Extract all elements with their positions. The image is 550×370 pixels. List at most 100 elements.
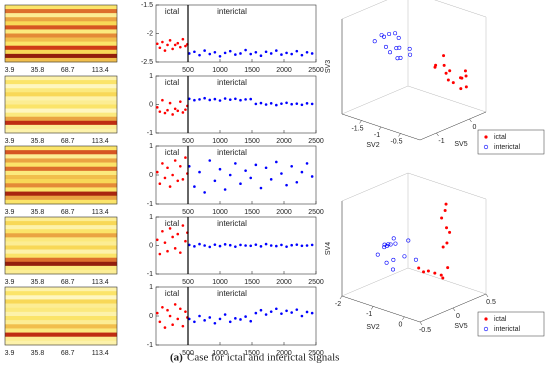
point (213, 51, 217, 54)
x-tick-label: 113.4 (92, 138, 109, 145)
point (305, 310, 309, 314)
point (387, 50, 392, 55)
heat-stripe (5, 37, 117, 42)
point (417, 266, 421, 270)
plot-frame (155, 145, 317, 205)
heat-stripe (5, 116, 117, 122)
y-tick-label: -2 (147, 30, 153, 37)
x-tick-label: 0 (398, 322, 402, 329)
point (451, 81, 455, 85)
x-tick-label: 2500 (308, 279, 324, 286)
point (208, 159, 212, 162)
point (239, 243, 242, 247)
point (285, 51, 288, 55)
heat-stripe (5, 76, 117, 81)
point (171, 235, 174, 239)
heat-stripe (5, 183, 117, 188)
point (203, 319, 206, 322)
point (402, 254, 407, 259)
point (161, 162, 164, 165)
y-tick (452, 307, 456, 312)
y-tick-label: 1 (149, 73, 153, 80)
x-tick-label: 2000 (276, 209, 292, 216)
point (285, 245, 288, 248)
point (443, 209, 447, 213)
point (305, 162, 309, 165)
x-tick-label: 68.7 (61, 138, 75, 145)
heat-stripe (5, 291, 117, 296)
x-tick-label: 3.9 (5, 138, 15, 145)
heat-stripe (5, 124, 117, 130)
x-tick-label: 1000 (212, 138, 228, 145)
series-label: interictal (217, 7, 247, 16)
heat-stripe (5, 104, 117, 109)
point (290, 102, 293, 106)
legend (477, 311, 545, 337)
series-label: ictal (165, 78, 179, 87)
point (407, 46, 412, 51)
point (295, 49, 299, 53)
point (239, 98, 242, 102)
point (234, 245, 237, 248)
point (179, 251, 182, 254)
legend-label: interictal (494, 326, 521, 333)
point (203, 191, 206, 194)
point (171, 173, 174, 177)
point (228, 243, 232, 247)
point (426, 269, 430, 273)
heat-stripe (5, 199, 117, 205)
point (161, 98, 164, 102)
x-tick-label: 35.8 (31, 138, 45, 145)
point (234, 162, 237, 165)
heat-stripe (5, 340, 117, 346)
x-tick (359, 120, 362, 124)
heat-stripe (5, 53, 117, 59)
heat-stripe (5, 257, 117, 263)
point (218, 167, 222, 171)
y-tick (419, 321, 423, 326)
point (310, 311, 314, 315)
point (166, 249, 169, 253)
point (239, 52, 242, 55)
heat-stripe (5, 158, 117, 163)
point (285, 309, 288, 313)
heat-stripe (5, 45, 117, 51)
point (166, 108, 169, 112)
point (446, 266, 450, 270)
point (285, 183, 288, 187)
series-label: interictal (217, 289, 247, 298)
point (158, 182, 162, 185)
point (158, 320, 162, 324)
point (193, 185, 196, 188)
point (161, 306, 164, 309)
y-tick-label: -1 (147, 130, 153, 137)
point (275, 160, 278, 164)
point (259, 308, 263, 312)
point (275, 49, 278, 52)
x-tick-label: 3.9 (5, 350, 15, 357)
point (158, 252, 162, 256)
point (300, 53, 304, 57)
y-tick-label: 0 (149, 313, 153, 320)
heatmap-frame (4, 216, 118, 275)
heat-stripe (5, 245, 117, 250)
point (295, 180, 299, 184)
point (285, 101, 288, 105)
point (208, 98, 212, 102)
point (310, 175, 314, 178)
point (440, 216, 444, 220)
point (390, 267, 395, 272)
series-label: ictal (165, 289, 179, 298)
point (372, 39, 377, 44)
point (155, 106, 159, 109)
series-label: ictal (165, 7, 179, 16)
point (441, 245, 445, 249)
point (181, 178, 185, 181)
point (168, 39, 172, 42)
point (249, 319, 253, 323)
point (239, 182, 242, 185)
point (228, 98, 232, 101)
point (290, 52, 293, 56)
plot-frame (155, 75, 317, 134)
